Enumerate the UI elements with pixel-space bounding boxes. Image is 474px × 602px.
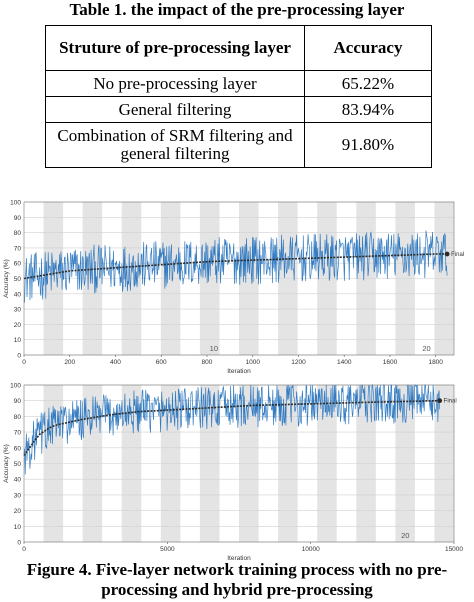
- x-tick-label: 5000: [160, 546, 175, 553]
- smoothed-accuracy-series: [23, 399, 440, 457]
- x-tick-label: 0: [22, 359, 26, 366]
- table-row: General filtering 83.94%: [45, 96, 432, 123]
- cell-structure: No pre-processing layer: [45, 70, 305, 97]
- header-accuracy: Accuracy: [304, 25, 432, 71]
- table-caption: Table 1. the impact of the pre-processin…: [69, 0, 405, 19]
- final-marker: [437, 398, 443, 404]
- x-tick-label: 800: [202, 359, 213, 366]
- x-tick-label: 10000: [302, 546, 320, 553]
- x-tick-label: 200: [64, 359, 75, 366]
- y-tick-label: 50: [14, 461, 22, 468]
- x-tick-label: 15000: [445, 546, 463, 553]
- epoch-label: 20: [422, 344, 430, 353]
- y-tick-label: 30: [14, 492, 22, 499]
- cell-structure: General filtering: [45, 96, 305, 123]
- plot-frame: [23, 201, 455, 356]
- y-axis-label: Accuracy (%): [3, 259, 10, 298]
- y-tick-label: 0: [17, 540, 21, 547]
- final-label: Final: [451, 252, 464, 258]
- y-tick-label: 60: [14, 261, 22, 268]
- header-structure: Struture of pre-processing layer: [45, 25, 305, 71]
- y-tick-label: 50: [14, 276, 22, 283]
- y-tick-label: 90: [14, 398, 22, 405]
- epoch-label: 20: [401, 531, 409, 540]
- x-axis-label: Iteration: [227, 555, 251, 562]
- y-tick-label: 90: [14, 215, 22, 222]
- cell-accuracy: 65.22%: [304, 70, 432, 97]
- y-tick-label: 0: [17, 353, 21, 360]
- y-tick-label: 10: [14, 524, 22, 531]
- y-tick-label: 20: [14, 508, 22, 515]
- y-tick-label: 100: [10, 200, 21, 207]
- smoothed-accuracy-series: [23, 253, 448, 280]
- y-tick-label: 70: [14, 430, 22, 437]
- x-tick-label: 1400: [337, 359, 352, 366]
- table-header-row: Struture of pre-processing layer Accurac…: [45, 25, 432, 71]
- y-tick-label: 40: [14, 477, 22, 484]
- figure-caption: Figure 4. Five-layer network training pr…: [26, 560, 448, 599]
- results-table: Struture of pre-processing layer Accurac…: [45, 25, 432, 168]
- cell-accuracy: 83.94%: [304, 96, 432, 123]
- x-tick-label: 1800: [428, 359, 443, 366]
- plot-frame: [23, 384, 455, 543]
- y-tick-label: 80: [14, 230, 22, 237]
- final-label: Final: [444, 399, 457, 405]
- table-row: No pre-processing layer 65.22%: [45, 70, 432, 97]
- y-tick-label: 10: [14, 337, 22, 344]
- final-marker: [444, 251, 450, 257]
- y-tick-label: 30: [14, 307, 22, 314]
- y-axis-label: Accuracy (%): [3, 444, 10, 483]
- x-tick-label: 1000: [245, 359, 260, 366]
- x-axis-label: Iteration: [227, 368, 251, 375]
- epoch-label: 10: [210, 344, 218, 353]
- table-row: Combination of SRM filtering and general…: [45, 122, 432, 168]
- y-tick-label: 100: [10, 383, 21, 390]
- training-plot-hybrid-preprocessing: 0 10 20 30 40 50 60 70 80 90 100 0 5000 10000 15000 Fin…: [3, 383, 463, 563]
- cell-structure: Combination of SRM filtering and general…: [45, 122, 305, 168]
- x-tick-label: 600: [156, 359, 167, 366]
- cell-accuracy: 91.80%: [304, 122, 432, 168]
- raw-accuracy-series: [23, 384, 441, 475]
- y-tick-label: 40: [14, 291, 22, 298]
- y-tick-label: 70: [14, 245, 22, 252]
- y-tick-label: 20: [14, 322, 22, 329]
- x-tick-label: 0: [22, 546, 26, 553]
- y-tick-label: 80: [14, 414, 22, 421]
- y-tick-label: 60: [14, 445, 22, 452]
- x-tick-label: 1600: [383, 359, 398, 366]
- x-tick-label: 1200: [291, 359, 306, 366]
- x-tick-label: 400: [110, 359, 121, 366]
